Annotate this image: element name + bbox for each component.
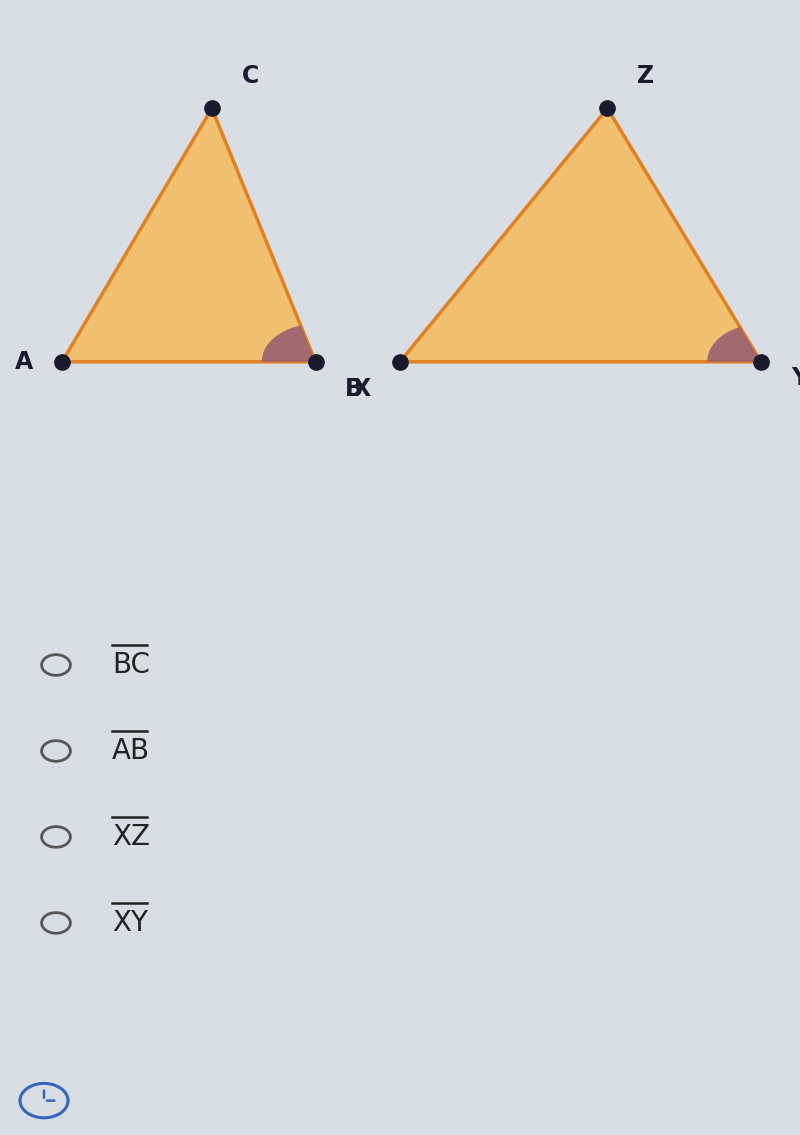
Polygon shape (707, 327, 761, 362)
Polygon shape (262, 326, 315, 362)
Text: Z: Z (637, 64, 654, 89)
Text: BC: BC (112, 651, 150, 679)
Text: X: X (353, 377, 370, 401)
Polygon shape (400, 108, 761, 362)
Text: C: C (242, 64, 259, 89)
Polygon shape (62, 108, 315, 362)
Text: B: B (345, 377, 363, 401)
Text: A: A (14, 350, 33, 373)
Text: XY: XY (112, 909, 148, 936)
Text: Y: Y (790, 365, 800, 390)
Text: AB: AB (112, 737, 150, 765)
Text: XZ: XZ (112, 823, 150, 851)
